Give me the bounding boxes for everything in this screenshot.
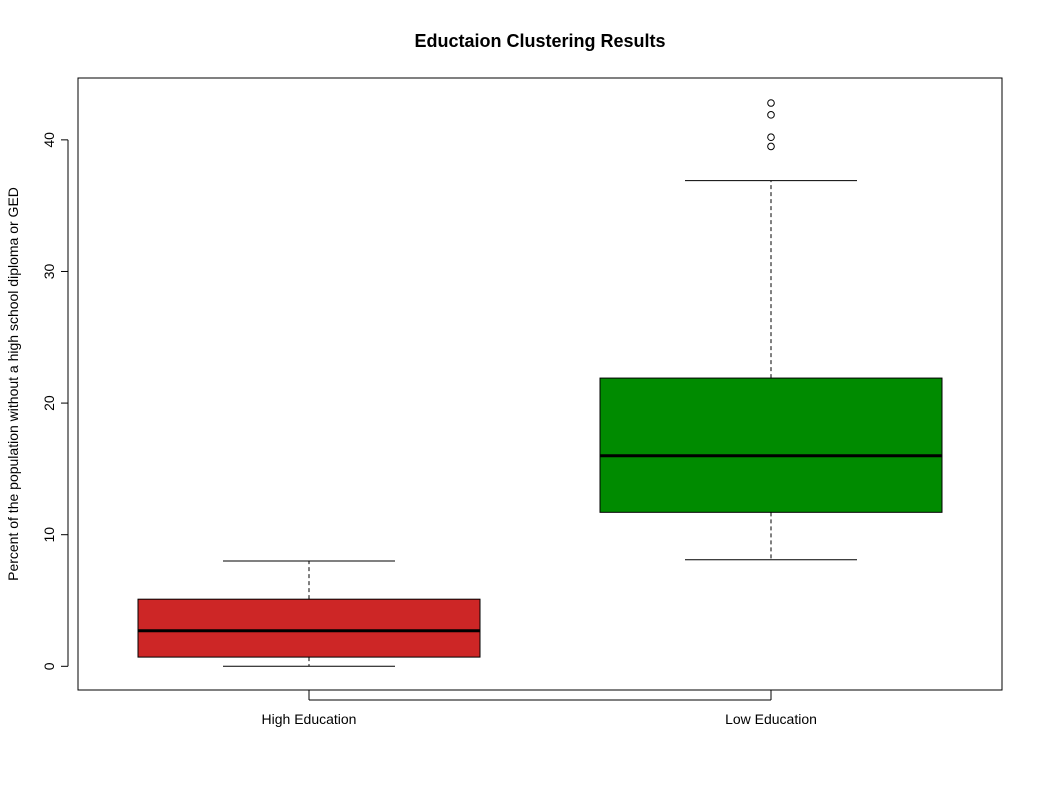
outlier-point	[767, 111, 775, 119]
plot-frame	[77, 77, 1003, 691]
outlier-point	[767, 142, 775, 151]
y-axis: 0 10 20 30 40	[41, 132, 69, 670]
outlier-point	[767, 133, 775, 142]
chart-title: Eductaion Clustering Results	[414, 31, 665, 51]
box-iqr	[137, 598, 481, 658]
box-high-education	[137, 560, 481, 667]
x-tick-label: Low Education	[725, 711, 817, 727]
outlier-point	[767, 99, 775, 107]
y-axis-label: Percent of the population without a high…	[5, 187, 21, 581]
y-tick-label: 0	[41, 662, 57, 670]
boxes-group	[137, 99, 943, 667]
x-axis: High Education Low Education	[262, 690, 817, 727]
box-low-education	[599, 99, 943, 561]
x-tick-label: High Education	[262, 711, 357, 727]
y-tick-label: 10	[41, 527, 57, 543]
box-iqr	[599, 377, 943, 513]
y-tick-label: 20	[41, 395, 57, 411]
y-tick-label: 40	[41, 132, 57, 148]
y-tick-label: 30	[41, 263, 57, 279]
